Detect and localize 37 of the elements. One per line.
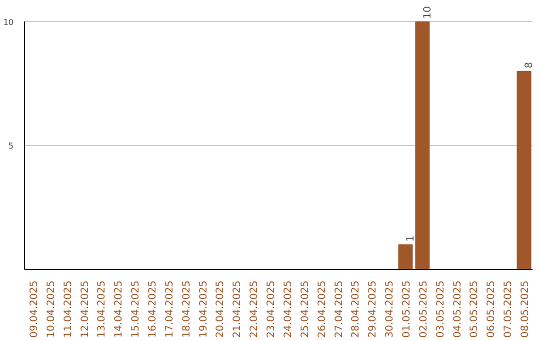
bar <box>415 21 430 270</box>
x-tick-label: 07.05.2025 <box>503 280 514 338</box>
x-tick-label: 14.04.2025 <box>114 280 125 338</box>
x-tick-label: 06.05.2025 <box>486 280 498 338</box>
x-tick-label: 17.04.2025 <box>164 280 176 338</box>
x-tick-label: 22.04.2025 <box>249 280 260 338</box>
x-tick-label: 05.05.2025 <box>469 280 480 338</box>
x-tick-label: 13.04.2025 <box>96 280 108 338</box>
x-tick-label: 12.04.2025 <box>80 280 91 338</box>
x-tick-label: 19.04.2025 <box>198 280 210 338</box>
x-tick-label: 08.05.2025 <box>520 280 532 338</box>
data-label: 1 <box>406 235 416 242</box>
x-tick-label: 11.04.2025 <box>62 280 74 338</box>
x-tick-label: 29.04.2025 <box>368 280 379 338</box>
x-tick-label: 20.04.2025 <box>215 280 226 338</box>
x-tick-label: 21.04.2025 <box>232 280 244 338</box>
x-tick-label: 24.04.2025 <box>282 280 294 338</box>
x-tick-label: 16.04.2025 <box>148 280 158 338</box>
x-tick-label: 04.05.2025 <box>452 280 464 338</box>
x-tick-label: 03.05.2025 <box>435 280 446 338</box>
x-tick-label: 23.04.2025 <box>266 280 278 338</box>
x-tick-label: 10.04.2025 <box>46 280 57 338</box>
x-tick-label: 02.05.2025 <box>418 280 430 338</box>
data-label: 10 <box>422 6 434 19</box>
x-tick-label: 28.04.2025 <box>350 280 362 338</box>
bar <box>516 70 532 270</box>
x-tick-label: 18.04.2025 <box>181 280 192 338</box>
x-tick-label: 25.04.2025 <box>300 280 311 338</box>
data-label: 8 <box>524 62 536 68</box>
x-tick-label: 09.04.2025 <box>28 280 40 338</box>
bar <box>398 244 413 270</box>
y-tick-label: 5 <box>8 142 14 151</box>
x-tick-label: 15.04.2025 <box>130 280 142 338</box>
x-tick-label: 01.05.2025 <box>402 280 412 338</box>
x-tick-label: 26.04.2025 <box>316 280 328 338</box>
x-tick-label: 27.04.2025 <box>334 280 345 338</box>
x-tick-label: 30.04.2025 <box>384 280 396 338</box>
